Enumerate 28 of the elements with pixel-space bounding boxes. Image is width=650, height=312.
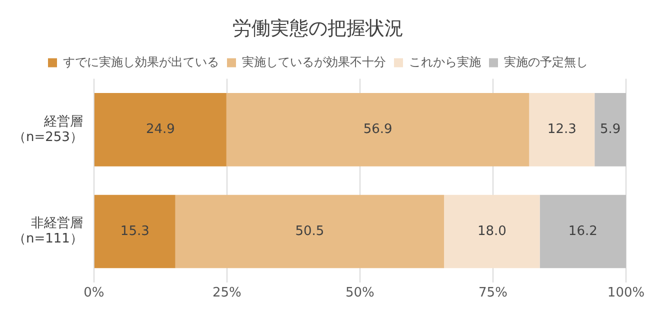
chart-title: 労働実態の把握状況 — [232, 17, 404, 40]
data-label: 56.9 — [363, 122, 392, 138]
data-label: 50.5 — [295, 224, 324, 239]
data-label: 12.3 — [547, 122, 576, 138]
bar — [444, 194, 540, 268]
bar — [540, 194, 626, 268]
data-label: 16.2 — [568, 224, 598, 239]
x-tick-label: 100% — [607, 286, 645, 301]
bar — [529, 93, 595, 166]
data-label: 18.0 — [477, 224, 506, 239]
bar — [175, 194, 444, 268]
bar — [94, 194, 176, 268]
data-label: 5.9 — [600, 122, 621, 138]
data-label: 15.3 — [120, 224, 150, 239]
legend-label: これから実施 — [409, 54, 481, 69]
legend-label: すでに実施し効果が出ている — [63, 54, 219, 69]
x-tick-label: 50% — [346, 286, 374, 301]
y-tick-label: 経営層（n=253） — [12, 114, 83, 145]
bar — [594, 93, 626, 166]
legend-label: 実施の予定無し — [504, 54, 588, 69]
x-tick-label: 75% — [478, 286, 508, 301]
bar — [226, 93, 530, 166]
legend-label: 実施しているが効果不十分 — [242, 54, 386, 69]
x-tick-label: 25% — [212, 286, 242, 301]
bar — [94, 93, 226, 166]
data-label: 24.9 — [146, 122, 175, 138]
x-tick-label: 0% — [84, 286, 104, 301]
y-tick-label: 非経営層（n=111） — [12, 216, 83, 247]
